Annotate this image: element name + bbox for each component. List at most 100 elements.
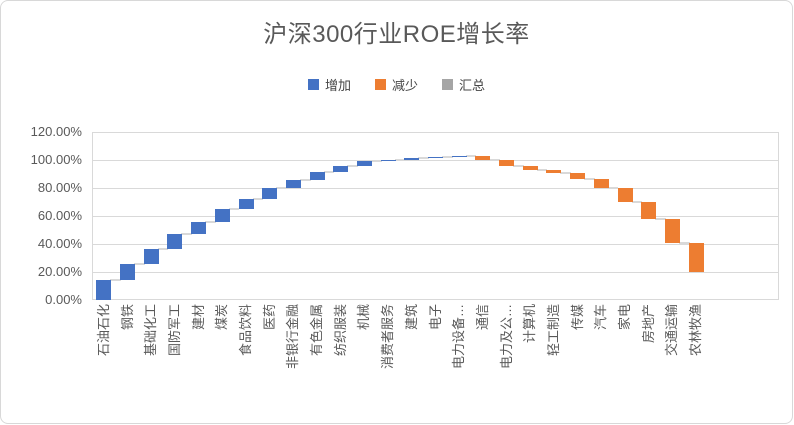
waterfall-bar-increase <box>191 222 207 235</box>
x-tick-label: 农林牧渔 <box>688 304 704 357</box>
x-tick-label: 医药 <box>261 304 277 331</box>
waterfall-bar-decrease <box>688 243 704 272</box>
chart-title: 沪深300行业ROE增长率 <box>263 21 530 48</box>
waterfall-bar-decrease <box>617 188 633 202</box>
waterfall-connector <box>323 170 335 173</box>
waterfall-bar-increase <box>143 248 159 264</box>
gridline <box>92 188 779 189</box>
gridline <box>92 272 779 273</box>
x-tick-label: 纺织服装 <box>332 304 348 357</box>
waterfall-bar-increase <box>167 234 183 249</box>
waterfall-connector <box>560 171 572 174</box>
legend-item-increase: 增加 <box>307 75 351 94</box>
y-tick-label: 60.00% <box>37 208 82 223</box>
waterfall-connector <box>110 279 121 282</box>
waterfall-connector <box>370 160 382 163</box>
waterfall-connector <box>157 247 169 250</box>
legend-item-decrease: 减少 <box>374 75 418 94</box>
x-tick-label: 建筑 <box>403 304 419 331</box>
x-tick-label: 传媒 <box>569 304 585 331</box>
x-tick-label: 电子 <box>427 304 443 331</box>
legend-item-total: 汇总 <box>442 75 485 94</box>
x-tick-label: 石油石化 <box>95 304 111 357</box>
waterfall-bar-increase <box>309 171 325 180</box>
y-tick-label: 40.00% <box>37 236 82 251</box>
waterfall-bar-decrease <box>641 202 657 219</box>
waterfall-bar-increase <box>285 179 301 188</box>
y-tick-label: 0.00% <box>45 292 82 307</box>
waterfall-bar-decrease <box>522 165 538 170</box>
legend-label: 增加 <box>324 77 351 93</box>
x-tick-label: 煤炭 <box>214 304 230 331</box>
x-tick-label: 通信 <box>474 304 490 331</box>
waterfall-bar-increase <box>380 159 396 162</box>
waterfall-connector <box>252 197 264 200</box>
x-tick-label: 轻工制造 <box>545 304 561 357</box>
x-tick-label: 电力及公… <box>498 304 514 370</box>
waterfall-bar-decrease <box>593 178 609 188</box>
waterfall-connector <box>205 221 216 224</box>
waterfall-connector <box>418 157 429 160</box>
waterfall-bar-decrease <box>664 218 680 244</box>
x-tick-label: 家电 <box>617 304 632 331</box>
gridline <box>92 244 779 245</box>
legend-swatch-decrease <box>374 78 386 90</box>
y-tick-label: 80.00% <box>37 180 82 195</box>
waterfall-bar-increase <box>428 156 443 159</box>
x-tick-label: 计算机 <box>522 304 538 344</box>
waterfall-bar-increase <box>404 158 420 160</box>
gridline <box>92 160 779 161</box>
waterfall-connector <box>465 154 477 157</box>
waterfall-bar-increase <box>356 161 372 167</box>
waterfall-connector <box>228 208 240 210</box>
legend-label: 减少 <box>391 77 418 93</box>
legend-swatch-increase <box>307 78 319 90</box>
y-tick-label: 100.00% <box>30 152 82 167</box>
x-tick-label: 电力设备… <box>451 304 467 370</box>
y-tick-label: 120.00% <box>30 124 82 139</box>
waterfall-bar-increase <box>214 209 230 223</box>
x-tick-label: 基础化工 <box>143 304 159 357</box>
waterfall-bar-decrease <box>546 169 562 173</box>
waterfall-connector <box>394 158 406 161</box>
x-tick-label: 消费者服务 <box>380 304 396 370</box>
waterfall-connector <box>299 178 311 181</box>
x-tick-label: 非银行金融 <box>285 304 301 370</box>
waterfall-connector <box>584 177 595 180</box>
waterfall-connector <box>489 158 501 161</box>
waterfall-connector <box>631 201 643 203</box>
waterfall-bar-increase <box>120 263 135 281</box>
x-tick-label: 有色金属 <box>309 304 325 357</box>
x-tick-label: 建材 <box>190 304 206 331</box>
x-tick-label: 汽车 <box>593 304 609 331</box>
waterfall-bar-decrease <box>475 155 491 160</box>
waterfall-connector <box>347 165 358 168</box>
waterfall-connector <box>134 262 145 265</box>
waterfall-bar-decrease <box>499 159 515 166</box>
waterfall-bar-increase <box>451 155 467 158</box>
y-tick-label: 20.00% <box>37 264 82 279</box>
x-tick-label: 交通运输 <box>664 304 680 357</box>
x-tick-label: 国防军工 <box>166 304 182 357</box>
waterfall-connector <box>536 168 548 171</box>
x-tick-label: 机械 <box>356 304 372 331</box>
waterfall-bar-increase <box>96 280 112 300</box>
chart-legend: 增加 减少 汇总 <box>1 75 792 93</box>
waterfall-connector <box>678 242 690 245</box>
waterfall-connector <box>442 155 453 158</box>
waterfall-bar-increase <box>238 198 254 209</box>
x-tick-label: 钢铁 <box>119 304 135 331</box>
waterfall-connector <box>513 164 524 167</box>
gridline <box>92 216 779 217</box>
waterfall-connector <box>655 217 666 220</box>
legend-swatch-total <box>442 78 453 90</box>
waterfall-connector <box>607 187 619 189</box>
waterfall-connector <box>181 233 193 236</box>
x-tick-label: 食品饮料 <box>238 304 253 357</box>
legend-label: 汇总 <box>459 77 486 93</box>
waterfall-bar-increase <box>333 166 349 172</box>
waterfall-connector <box>276 187 287 189</box>
waterfall-bar-decrease <box>570 172 586 179</box>
waterfall-bar-increase <box>262 188 278 199</box>
